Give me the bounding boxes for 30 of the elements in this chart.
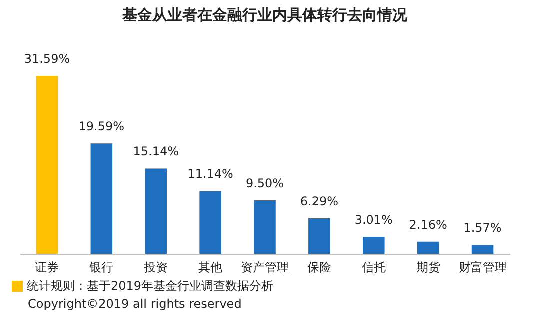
bar	[36, 76, 58, 254]
x-tick-label: 资产管理	[241, 260, 289, 274]
data-label: 31.59%	[24, 52, 70, 66]
data-label: 11.14%	[188, 167, 234, 182]
text: 统计规则：基于2019年基金行业调查数据分析	[27, 278, 275, 295]
bar	[90, 144, 113, 254]
data-label: 19.59%	[78, 120, 125, 134]
bar	[254, 200, 276, 254]
chart-title: 基金从业者在金融行业内具体转行去向情况	[122, 6, 408, 24]
x-tick-label: 信托	[362, 260, 386, 274]
data-label: 6.29%	[300, 194, 339, 209]
data-label: 9.50%	[246, 176, 284, 190]
x-tick-label: 期货	[416, 260, 440, 274]
data-label: 3.01%	[354, 213, 393, 228]
x-tick-label: 财富管理	[458, 260, 507, 274]
bar	[145, 168, 167, 254]
x-tick-label: 保险	[307, 260, 332, 274]
bar	[363, 237, 385, 254]
text: Copyright©2019 all rights reserved	[28, 296, 243, 313]
data-label: 15.14%	[133, 144, 179, 159]
data-label: 2.16%	[409, 218, 448, 232]
bar	[417, 242, 440, 254]
data-label: 1.57%	[464, 221, 502, 236]
x-tick-label: 银行	[88, 260, 114, 274]
x-tick-label: 证券	[35, 260, 60, 274]
bar	[472, 245, 494, 254]
bar	[200, 191, 222, 254]
x-tick-label: 其他	[198, 260, 223, 274]
x-tick-label: 投资	[143, 260, 168, 274]
bar	[308, 218, 330, 254]
